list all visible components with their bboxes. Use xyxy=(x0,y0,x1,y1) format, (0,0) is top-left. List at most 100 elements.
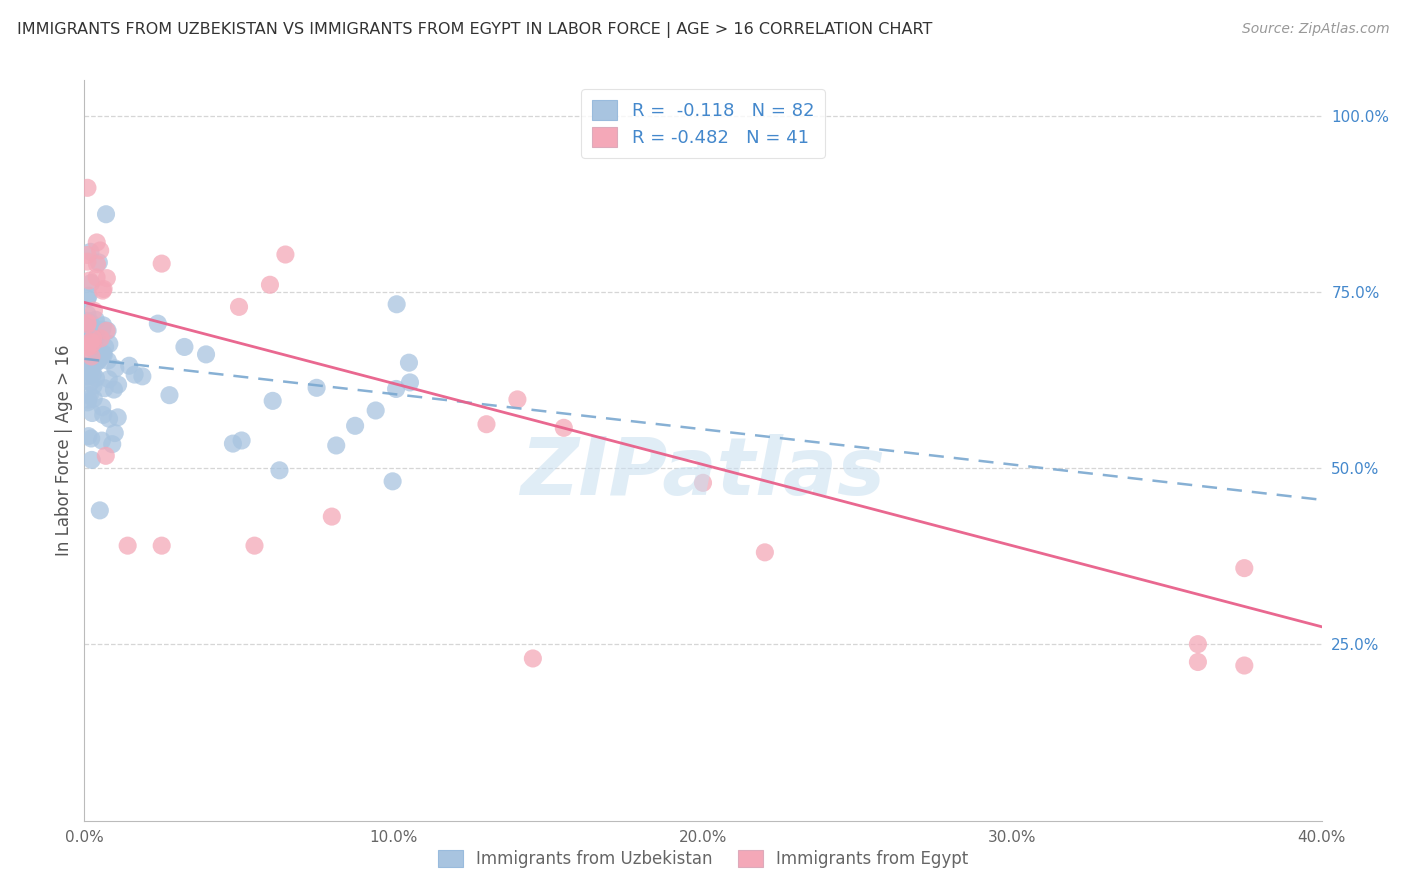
Point xyxy=(76,318,98,332)
Point xyxy=(77,392,100,407)
Point xyxy=(84,346,107,360)
Point xyxy=(385,297,408,311)
Point xyxy=(79,339,101,353)
Point xyxy=(243,539,266,553)
Point xyxy=(93,381,115,395)
Point xyxy=(91,408,114,422)
Point xyxy=(79,244,101,259)
Point xyxy=(86,257,108,271)
Point xyxy=(522,651,544,665)
Point xyxy=(97,372,120,386)
Point xyxy=(89,503,111,517)
Point xyxy=(93,348,115,362)
Point xyxy=(76,314,98,328)
Point xyxy=(80,432,103,446)
Point xyxy=(118,359,141,373)
Point xyxy=(381,475,404,489)
Point xyxy=(94,207,117,221)
Point xyxy=(150,257,173,271)
Point xyxy=(173,340,195,354)
Point xyxy=(84,353,107,368)
Point xyxy=(82,330,104,344)
Point xyxy=(76,369,98,384)
Point xyxy=(321,509,343,524)
Point xyxy=(1233,561,1256,575)
Point xyxy=(82,406,104,420)
Point xyxy=(76,316,98,330)
Point xyxy=(76,395,98,409)
Point xyxy=(96,324,118,338)
Text: ZIPatlas: ZIPatlas xyxy=(520,434,886,512)
Point xyxy=(79,316,101,330)
Point xyxy=(82,367,104,381)
Point xyxy=(79,388,101,402)
Point xyxy=(97,353,120,368)
Point xyxy=(87,354,110,368)
Y-axis label: In Labor Force | Age > 16: In Labor Force | Age > 16 xyxy=(55,344,73,557)
Point xyxy=(76,359,98,374)
Point xyxy=(83,378,105,392)
Point xyxy=(86,330,108,344)
Point xyxy=(344,418,367,433)
Point xyxy=(104,361,127,376)
Point xyxy=(385,382,408,396)
Point xyxy=(150,539,173,553)
Legend: Immigrants from Uzbekistan, Immigrants from Egypt: Immigrants from Uzbekistan, Immigrants f… xyxy=(432,843,974,875)
Point xyxy=(79,376,101,390)
Point xyxy=(131,369,153,384)
Point xyxy=(94,449,117,463)
Point xyxy=(1187,637,1209,651)
Point xyxy=(259,277,281,292)
Point xyxy=(76,351,98,366)
Point xyxy=(84,330,107,344)
Point xyxy=(91,400,114,414)
Point xyxy=(91,322,114,336)
Point xyxy=(103,383,125,397)
Point xyxy=(398,356,420,370)
Point xyxy=(82,332,104,346)
Point xyxy=(87,351,110,366)
Point xyxy=(754,545,776,559)
Point xyxy=(274,247,297,261)
Point xyxy=(87,255,110,269)
Point xyxy=(84,312,107,326)
Point xyxy=(475,417,498,432)
Point xyxy=(90,331,112,345)
Point xyxy=(96,271,118,285)
Point xyxy=(77,320,100,334)
Point xyxy=(91,318,114,333)
Point xyxy=(84,356,107,370)
Point xyxy=(146,317,169,331)
Point xyxy=(262,393,284,408)
Point xyxy=(76,254,98,268)
Point xyxy=(76,324,98,338)
Text: IMMIGRANTS FROM UZBEKISTAN VS IMMIGRANTS FROM EGYPT IN LABOR FORCE | AGE > 16 CO: IMMIGRANTS FROM UZBEKISTAN VS IMMIGRANTS… xyxy=(17,22,932,38)
Point xyxy=(98,411,121,425)
Point xyxy=(97,324,120,338)
Point xyxy=(91,284,114,298)
Point xyxy=(83,303,105,318)
Point xyxy=(84,371,107,385)
Point xyxy=(101,437,124,451)
Point xyxy=(553,421,575,435)
Point xyxy=(80,363,103,377)
Point xyxy=(80,453,103,467)
Point xyxy=(94,340,117,354)
Point xyxy=(692,475,714,490)
Point xyxy=(86,270,108,285)
Point xyxy=(107,410,129,425)
Point xyxy=(124,368,146,382)
Point xyxy=(1187,655,1209,669)
Point xyxy=(77,429,100,443)
Point xyxy=(77,288,100,302)
Point xyxy=(79,334,101,349)
Point xyxy=(222,436,245,450)
Point xyxy=(76,360,98,375)
Point xyxy=(80,368,103,382)
Point xyxy=(87,345,110,359)
Point xyxy=(80,276,103,290)
Point xyxy=(364,403,387,417)
Point xyxy=(228,300,250,314)
Point xyxy=(104,425,127,440)
Point xyxy=(231,434,253,448)
